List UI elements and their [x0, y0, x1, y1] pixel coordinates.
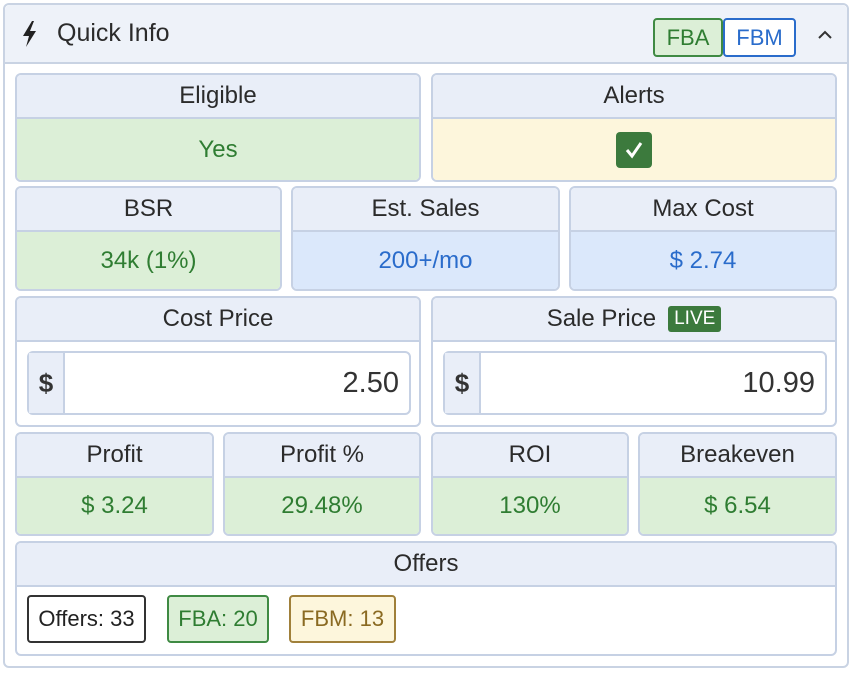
- panel-header: Quick Info FBA FBM: [5, 5, 847, 64]
- card-value: $ 3.24: [17, 478, 212, 534]
- card-label: Profit %: [225, 434, 419, 478]
- fba-chip: FBA: 20: [167, 595, 269, 643]
- card-label: Offers: [17, 543, 835, 587]
- card-value: 200+/mo: [293, 232, 558, 289]
- currency: $: [445, 353, 481, 413]
- quick-info-panel: [3, 3, 849, 668]
- cost-price-card: Cost Price $ 2.50: [15, 296, 421, 427]
- breakeven-card: Breakeven $ 6.54: [638, 432, 837, 536]
- card-label: Cost Price: [17, 298, 419, 342]
- card-label: Breakeven: [640, 434, 835, 478]
- card-label: Est. Sales: [293, 188, 558, 232]
- card-value: $ 6.54: [640, 478, 835, 534]
- input-value: 10.99: [742, 366, 815, 399]
- card-value: 130%: [433, 478, 627, 534]
- bsr-card: BSR 34k (1%): [15, 186, 282, 291]
- fbm-chip: FBM: 13: [289, 595, 396, 643]
- live-badge: LIVE: [668, 306, 722, 332]
- est-sales-card: Est. Sales 200+/mo: [291, 186, 560, 291]
- sale-price-input[interactable]: $ 10.99: [443, 351, 827, 415]
- sale-price-card: Sale Price LIVE $ 10.99: [431, 296, 837, 427]
- max-cost-card: Max Cost $ 2.74: [569, 186, 837, 291]
- eligible-card: Eligible Yes: [15, 73, 421, 182]
- collapse-chevron[interactable]: [817, 29, 833, 41]
- card-label: Max Cost: [571, 188, 835, 232]
- card-header: Sale Price LIVE: [433, 298, 835, 342]
- profit-card: Profit $ 3.24: [15, 432, 214, 536]
- card-label: ROI: [433, 434, 627, 478]
- card-value: 29.48%: [225, 478, 419, 534]
- currency: $: [29, 353, 65, 413]
- roi-card: ROI 130%: [431, 432, 629, 536]
- card-label: Profit: [17, 434, 212, 478]
- alerts-card: Alerts: [431, 73, 837, 182]
- card-label: BSR: [17, 188, 280, 232]
- card-label: Eligible: [17, 75, 419, 119]
- fba-toggle[interactable]: FBA: [653, 18, 723, 57]
- card-label: Sale Price: [546, 305, 657, 332]
- card-label: Alerts: [433, 75, 835, 119]
- card-value: Yes: [17, 119, 419, 180]
- card-value: [433, 119, 835, 180]
- card-value: 34k (1%): [17, 232, 280, 289]
- bolt-icon: [23, 21, 36, 47]
- alert-checkbox[interactable]: [616, 131, 652, 168]
- offers-card: Offers: [15, 541, 837, 656]
- offers-chip: Offers: 33: [27, 595, 146, 643]
- profit-pct-card: Profit % 29.48%: [223, 432, 421, 536]
- fbm-toggle[interactable]: FBM: [723, 18, 796, 57]
- panel-title: Quick Info: [57, 19, 170, 47]
- cost-price-input[interactable]: $ 2.50: [27, 351, 411, 415]
- input-value: 2.50: [342, 366, 399, 399]
- card-value: $ 2.74: [571, 232, 835, 289]
